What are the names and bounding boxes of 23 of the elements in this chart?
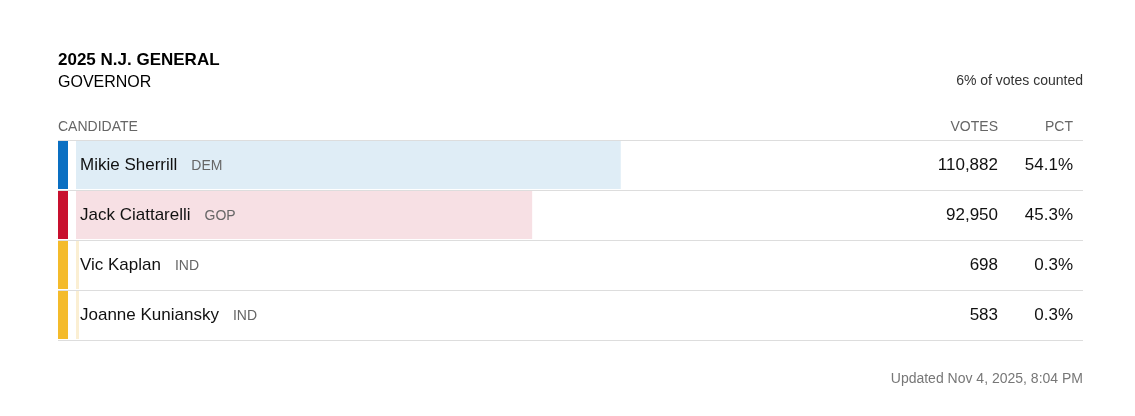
text: Updated Nov 4, 2025, 8:04 PM [890,369,1083,386]
y-tick-label: Vic Kaplan [80,254,161,274]
y-axis-title: CANDIDATE [58,117,138,134]
text: PCT [1045,117,1074,134]
text: 6% of votes counted [956,71,1083,88]
data-label: 54.1% [1024,154,1073,174]
y-tick-label: Joanne Kuniansky [80,304,220,324]
chart-subtitle: GOVERNOR [58,73,152,91]
chart-title: 2025 N.J. GENERAL [58,49,220,69]
annotation: 92,950 [946,204,998,224]
annotation: IND [174,256,200,273]
annotation: 583 [969,304,998,324]
text: VOTES [950,117,998,134]
annotation: IND [232,306,258,323]
data-label: 0.3% [1034,254,1073,274]
y-tick-label: Mikie Sherrill [80,154,178,174]
annotation: DEM [191,156,223,173]
y-tick-label: Jack Ciattarelli [80,204,191,224]
data-label: 45.3% [1024,204,1073,224]
annotation: GOP [204,206,236,223]
data-label: 0.3% [1034,304,1073,324]
annotation: 110,882 [937,154,998,174]
annotation: 698 [969,254,998,274]
